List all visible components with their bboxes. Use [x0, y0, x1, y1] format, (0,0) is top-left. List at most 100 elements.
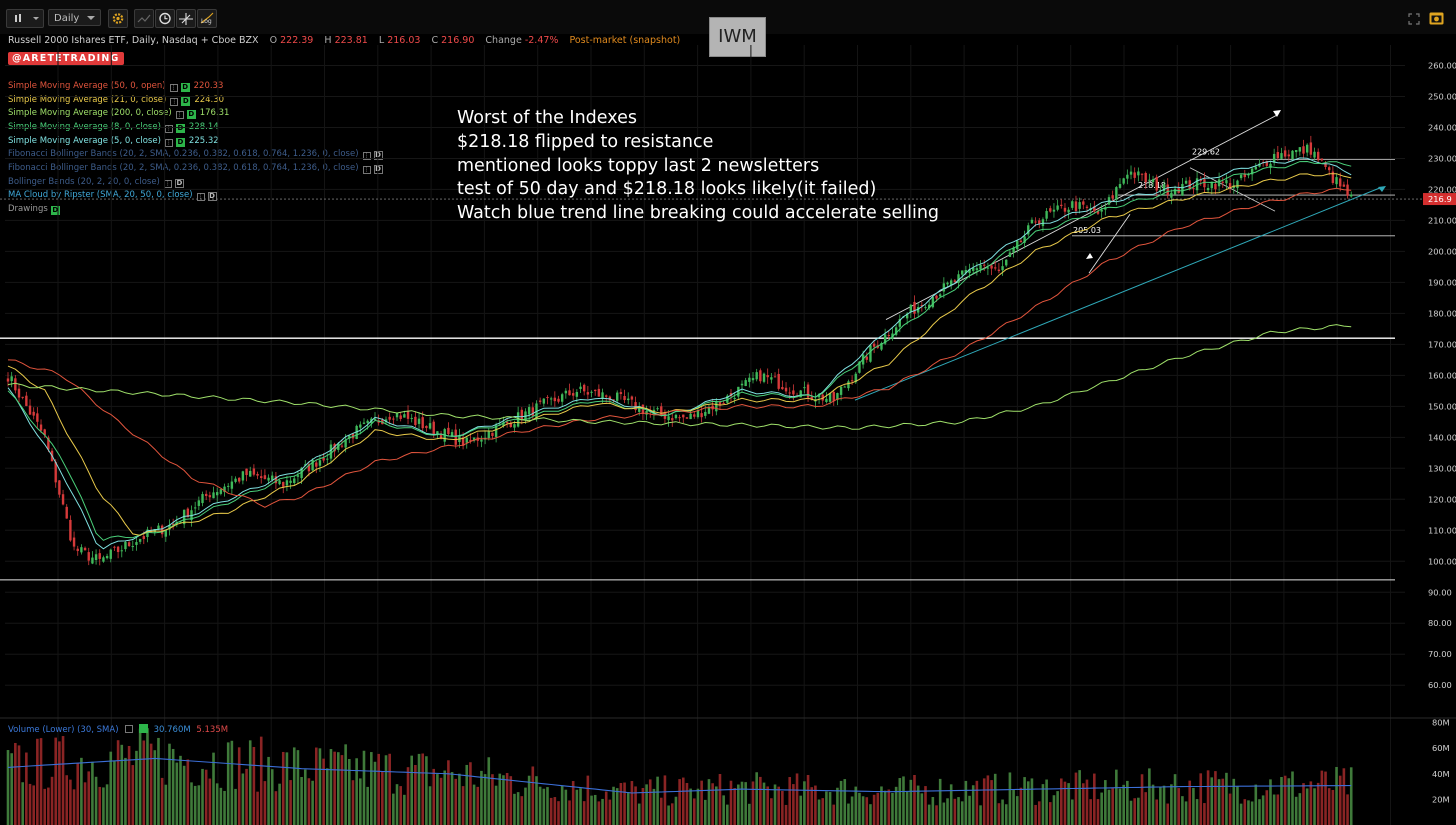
study-legend-item[interactable]: Simple Moving Average (50, 0, open) ⋮ D 220…	[8, 80, 223, 92]
candle	[142, 536, 145, 540]
candle	[531, 407, 535, 416]
candle	[1217, 179, 1221, 187]
volume-bar	[168, 743, 171, 825]
study-settings-icon[interactable]: ⋮	[164, 125, 173, 133]
candle	[740, 383, 744, 386]
drawing-tools-button[interactable]	[176, 9, 196, 28]
volume-bar	[201, 768, 204, 825]
open-value: 222.39	[280, 35, 314, 46]
candle	[542, 398, 546, 404]
candle	[260, 476, 263, 479]
study-toggle-icon[interactable]: D	[174, 179, 184, 188]
chart-style-button[interactable]	[6, 9, 44, 28]
candle	[307, 464, 311, 472]
settings-button[interactable]	[108, 9, 128, 28]
study-settings-icon[interactable]: ⋮	[362, 152, 371, 160]
volume-bar	[1063, 781, 1067, 825]
study-toggle-icon[interactable]: D	[207, 192, 217, 201]
candle	[1320, 158, 1324, 161]
volume-bar	[737, 784, 740, 825]
log-scale-button[interactable]: Log	[197, 9, 217, 28]
volume-bar	[1302, 783, 1305, 825]
study-settings-icon[interactable]: ⋮	[362, 166, 371, 174]
annotation-line-4: test of 50 day and $218.18 looks likely(…	[457, 179, 877, 200]
volume-bar	[711, 783, 714, 825]
study-name: Fibonacci Bollinger Bands (20, 2, SMA, 0…	[8, 149, 359, 159]
study-toggle-icon[interactable]: D	[175, 124, 185, 133]
candle	[274, 476, 278, 484]
candle	[660, 406, 663, 415]
study-name: Bollinger Bands (20, 2, 20, 0, close)	[8, 177, 160, 187]
study-legend-item[interactable]: Drawings D	[8, 203, 60, 215]
candle	[212, 492, 215, 499]
time-button[interactable]	[155, 9, 175, 28]
annotation-line-1: Worst of the Indexes	[457, 108, 637, 128]
candle	[990, 265, 993, 269]
compare-button[interactable]	[134, 9, 154, 28]
candle	[594, 389, 597, 392]
volume-bar	[1071, 799, 1074, 825]
study-settings-icon[interactable]: ⋮	[169, 84, 178, 92]
candle	[1034, 221, 1037, 223]
volume-bar	[17, 745, 21, 825]
study-settings-icon[interactable]: ⋮	[164, 139, 173, 147]
study-name: MA Cloud by Ripster (SMA, 20, 50, 0, clo…	[8, 190, 193, 200]
study-legend-item[interactable]: Bollinger Bands (20, 2, 20, 0, close) ⋮ D	[8, 176, 184, 188]
candle	[825, 398, 828, 402]
candle	[344, 440, 347, 448]
candle	[586, 392, 590, 395]
candle	[76, 548, 79, 552]
volume-bar	[560, 785, 564, 825]
candle	[1060, 204, 1063, 207]
candle	[898, 319, 902, 327]
gear-icon	[112, 13, 124, 24]
high-value: 223.81	[334, 35, 368, 46]
candle	[689, 413, 692, 420]
study-settings-icon[interactable]: ⋮	[196, 193, 205, 201]
candle	[10, 376, 13, 382]
study-toggle-icon[interactable]: D	[186, 110, 196, 119]
interval-select[interactable]: Daily	[48, 9, 101, 26]
volume-bar	[847, 803, 850, 825]
study-legend-item[interactable]: Simple Moving Average (200, 0, close) ⋮ D 1…	[8, 107, 229, 119]
candle	[821, 394, 824, 401]
change-label: Change	[485, 35, 522, 46]
price-tick-label: 240.00	[1428, 122, 1456, 132]
candle	[1272, 153, 1276, 163]
fullscreen-icon[interactable]	[1408, 13, 1420, 25]
volume-bar	[193, 785, 197, 825]
study-legend-item[interactable]: Simple Moving Average (21, 0, close) ⋮ D 22…	[8, 94, 224, 106]
candle	[766, 375, 769, 378]
candle	[762, 373, 766, 382]
instrument-name: Russell 2000 Ishares ETF, Daily, Nasdaq …	[8, 35, 259, 46]
candle	[674, 414, 678, 419]
candle	[1008, 252, 1012, 257]
volume-bar	[72, 789, 76, 825]
candle	[557, 398, 560, 402]
study-toggle-icon[interactable]: D	[175, 138, 185, 147]
candle	[854, 373, 857, 383]
study-toggle-icon[interactable]	[138, 724, 148, 733]
study-settings-icon[interactable]	[125, 725, 134, 733]
study-settings-icon[interactable]: ⋮	[170, 98, 179, 106]
study-toggle-icon[interactable]: D	[180, 83, 190, 92]
volume-bar	[443, 770, 447, 825]
volume-bar	[1203, 803, 1206, 825]
volume-bar	[325, 768, 329, 825]
study-settings-icon[interactable]: ⋮	[175, 111, 184, 119]
study-toggle-icon[interactable]: D	[181, 97, 191, 106]
annotation-line-5: Watch blue trend line breaking could acc…	[457, 203, 940, 224]
volume-bar	[806, 774, 810, 825]
volume-bar	[707, 779, 711, 825]
study-legend-item[interactable]: Simple Moving Average (5, 0, close) ⋮ D 225…	[8, 135, 219, 147]
camera-icon[interactable]	[1429, 12, 1444, 25]
volume-bar	[465, 764, 469, 825]
study-toggle-icon[interactable]: D	[50, 206, 60, 215]
volume-bar	[1309, 781, 1313, 825]
volume-bar	[704, 799, 707, 825]
candle	[505, 421, 509, 424]
study-legend-item[interactable]: MA Cloud by Ripster (SMA, 20, 50, 0, clo…	[8, 189, 217, 201]
candle	[1122, 178, 1125, 184]
volume-bar	[204, 769, 208, 825]
